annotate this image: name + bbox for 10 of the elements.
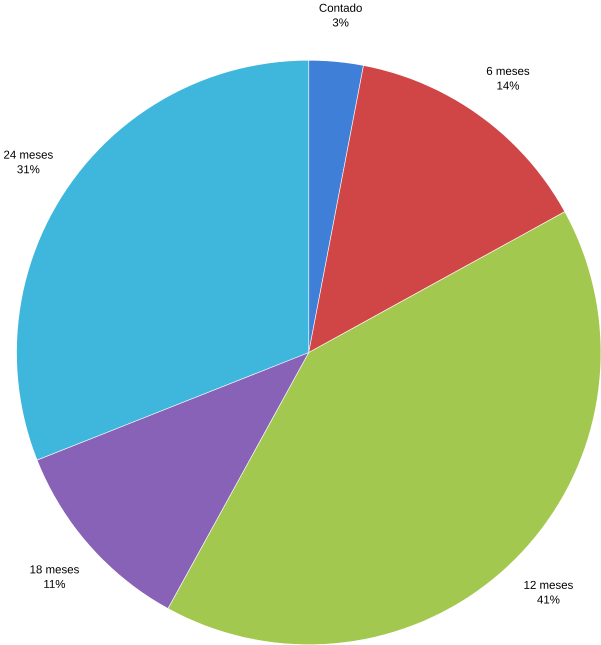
slice-label: 18 meses — [30, 565, 79, 574]
data-label: 31% — [17, 165, 40, 174]
data-label: 11% — [44, 580, 65, 588]
data-label: 41% — [537, 596, 560, 604]
data-label: 3% — [332, 18, 348, 27]
data-label: 14% — [497, 82, 519, 90]
slice-label: 6 meses — [486, 66, 530, 76]
slice-label: Contado — [319, 3, 362, 12]
slice-label: 12 meses — [524, 580, 573, 589]
slice-label: 24 meses — [4, 150, 53, 159]
